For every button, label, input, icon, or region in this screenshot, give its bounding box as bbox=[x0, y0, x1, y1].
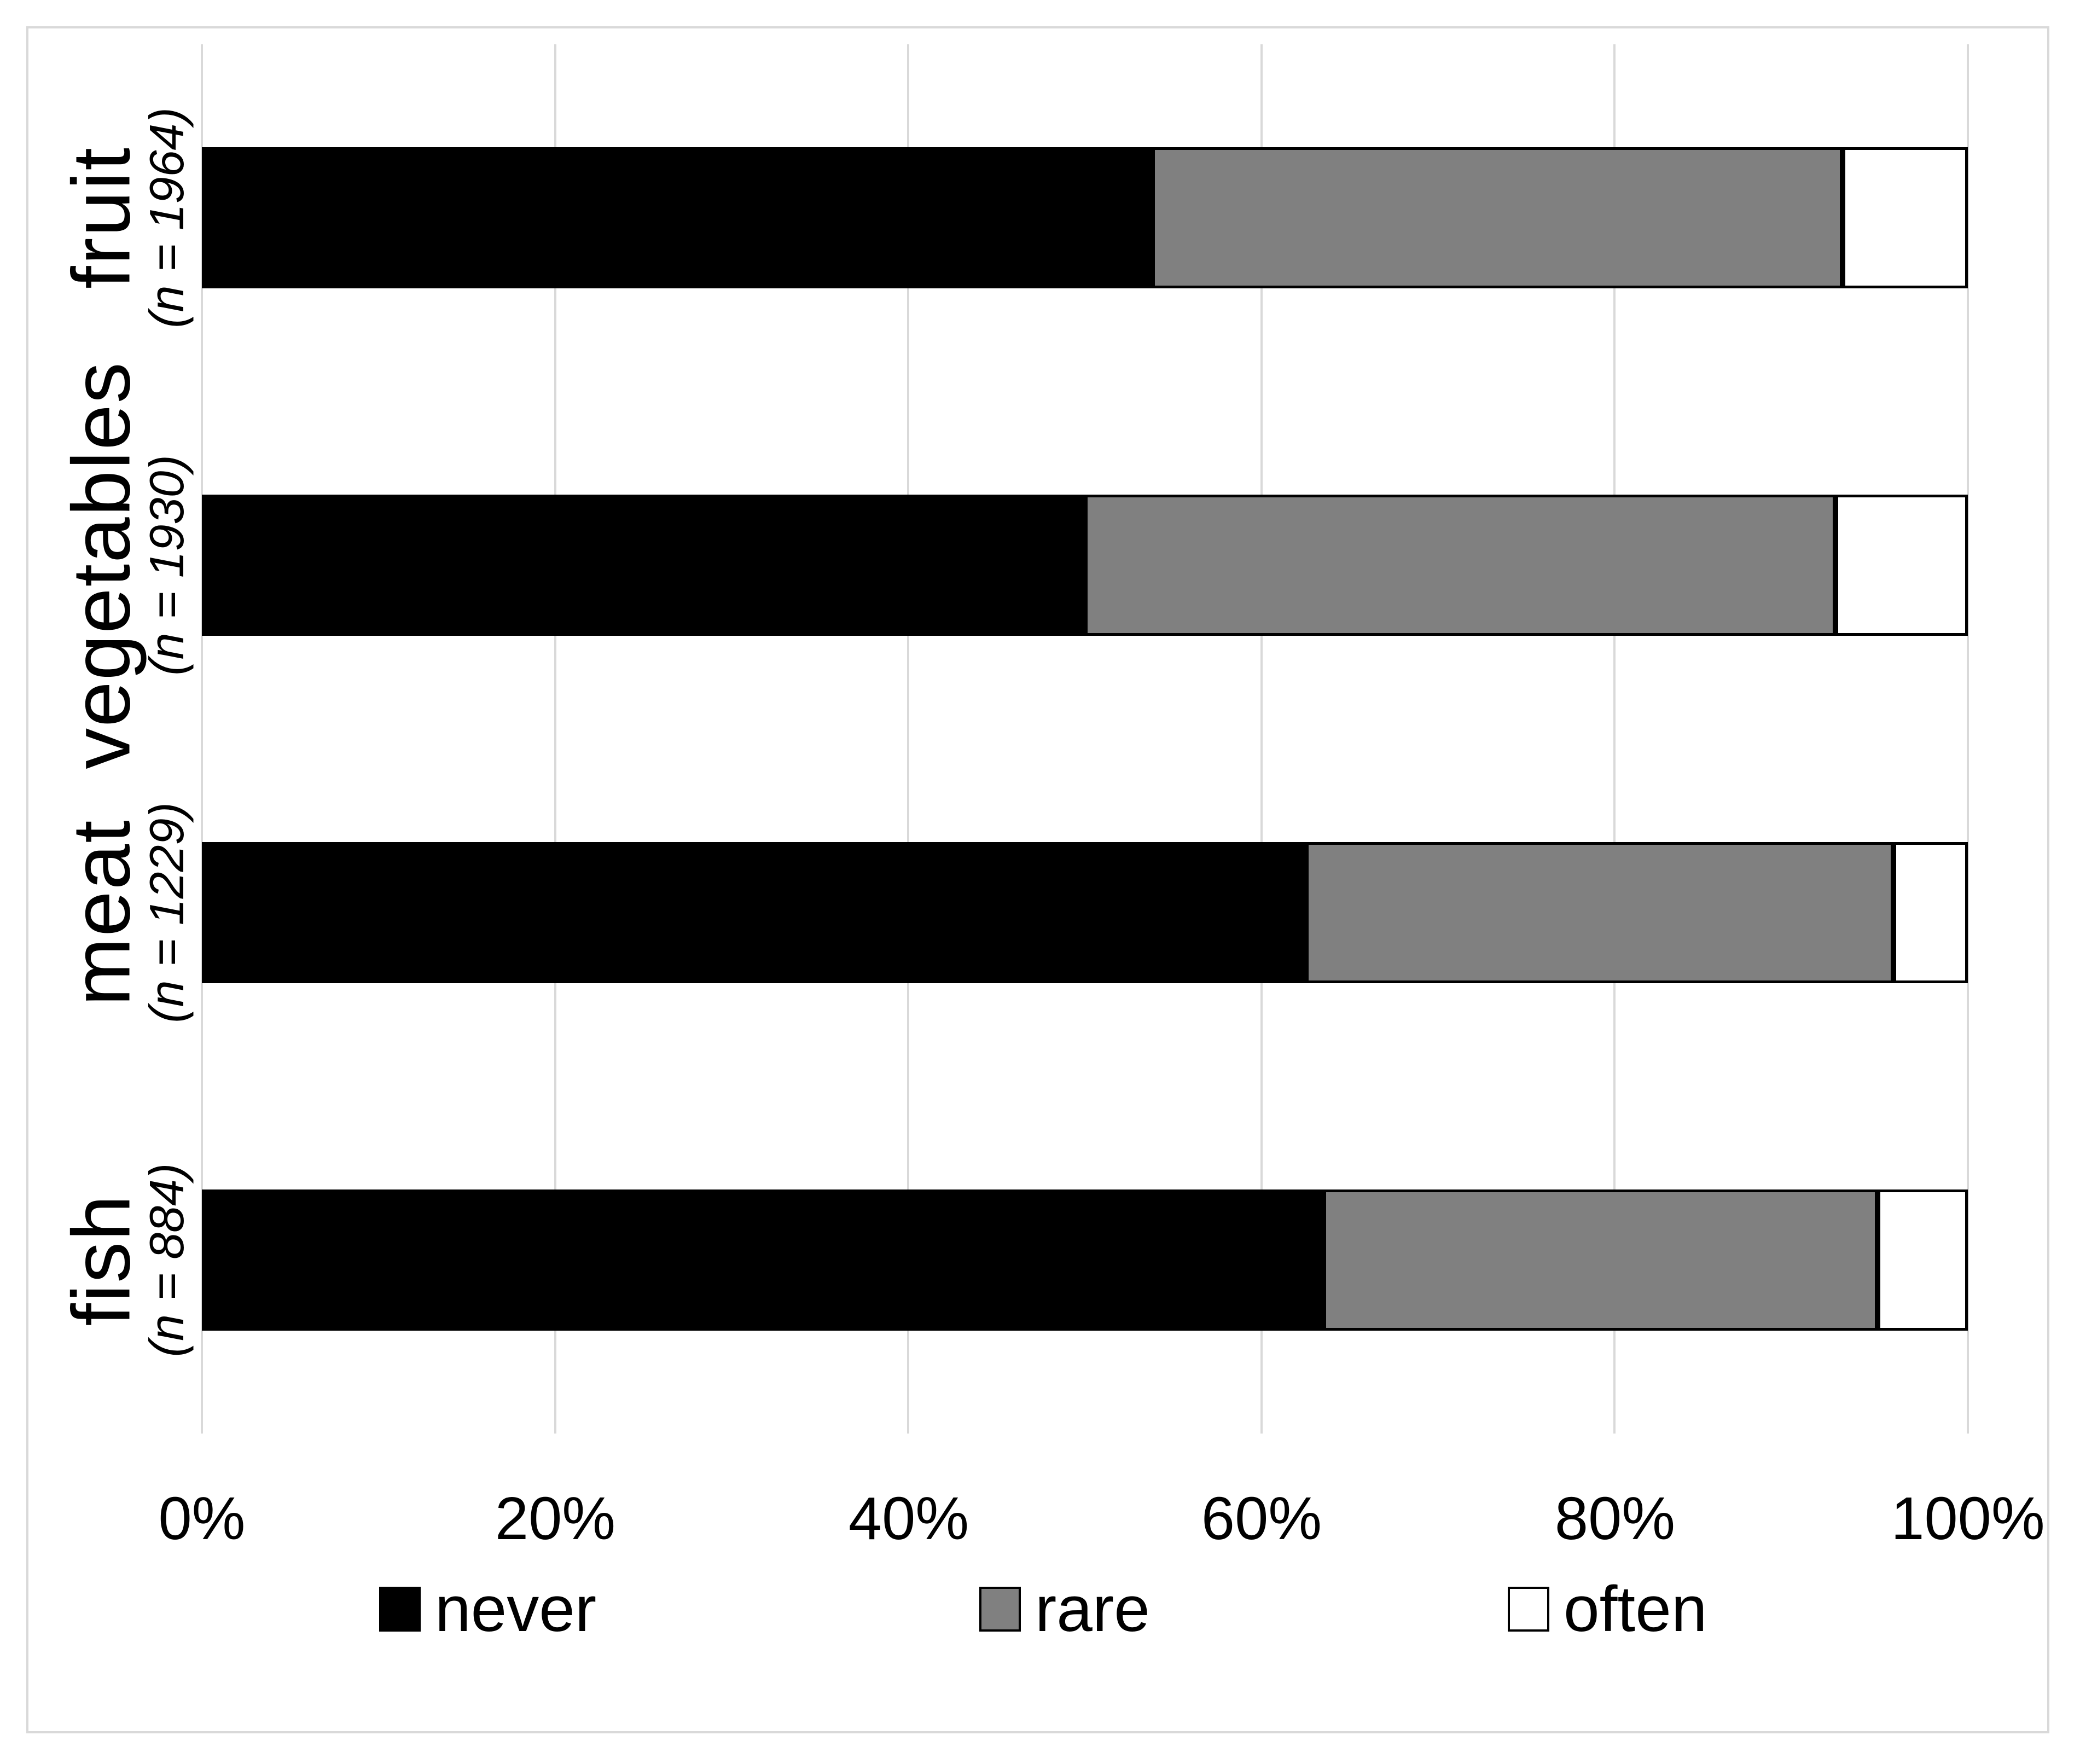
category-label-vegetables: vegetables bbox=[55, 361, 147, 769]
bar-segment-rare-fish bbox=[1323, 1189, 1878, 1331]
gridline-80 bbox=[1613, 44, 1616, 1434]
legend-item-often: often bbox=[1508, 1577, 1707, 1641]
gridline-60 bbox=[1260, 44, 1263, 1434]
x-tick-80: 80% bbox=[1554, 1485, 1676, 1552]
legend-item-rare: rare bbox=[979, 1577, 1150, 1641]
category-note-fruit: (n = 1964) bbox=[140, 107, 194, 328]
bar-segment-never-fruit bbox=[202, 147, 1152, 289]
legend-never-label: never bbox=[435, 1573, 597, 1645]
bar-segment-never-vegetables bbox=[202, 495, 1085, 636]
legend-rare-swatch bbox=[979, 1587, 1021, 1632]
x-tick-20: 20% bbox=[495, 1485, 616, 1552]
bar-segment-never-fish bbox=[202, 1189, 1323, 1331]
gridline-100 bbox=[1967, 44, 1969, 1434]
bar-segment-rare-fruit bbox=[1152, 147, 1843, 289]
category-label-fish: fish bbox=[55, 1194, 147, 1326]
x-tick-40: 40% bbox=[848, 1485, 969, 1552]
bar-segment-often-fruit bbox=[1842, 147, 1968, 289]
category-label-fruit: fruit bbox=[55, 146, 147, 289]
legend-item-never: never bbox=[379, 1577, 596, 1641]
x-tick-0: 0% bbox=[158, 1485, 246, 1552]
legend-often-swatch bbox=[1508, 1587, 1549, 1632]
category-note-vegetables: (n = 1930) bbox=[140, 455, 194, 676]
gridline-0 bbox=[201, 44, 203, 1434]
category-label-meat: meat bbox=[55, 819, 147, 1006]
legend-often-label: often bbox=[1564, 1573, 1707, 1645]
bar-segment-often-vegetables bbox=[1835, 495, 1968, 636]
category-note-fish: (n = 884) bbox=[140, 1163, 194, 1357]
bar-segment-often-fish bbox=[1878, 1189, 1968, 1331]
legend-never-swatch bbox=[379, 1587, 421, 1632]
bar-segment-never-meat bbox=[202, 842, 1306, 983]
category-note-meat: (n = 1229) bbox=[140, 802, 194, 1023]
bar-segment-rare-meat bbox=[1305, 842, 1894, 983]
bar-segment-often-meat bbox=[1893, 842, 1968, 983]
x-tick-60: 60% bbox=[1201, 1485, 1322, 1552]
gridline-40 bbox=[907, 44, 910, 1434]
bar-segment-rare-vegetables bbox=[1085, 495, 1835, 636]
gridline-20 bbox=[554, 44, 556, 1434]
x-tick-100: 100% bbox=[1891, 1485, 2045, 1552]
legend-rare-label: rare bbox=[1035, 1573, 1150, 1645]
